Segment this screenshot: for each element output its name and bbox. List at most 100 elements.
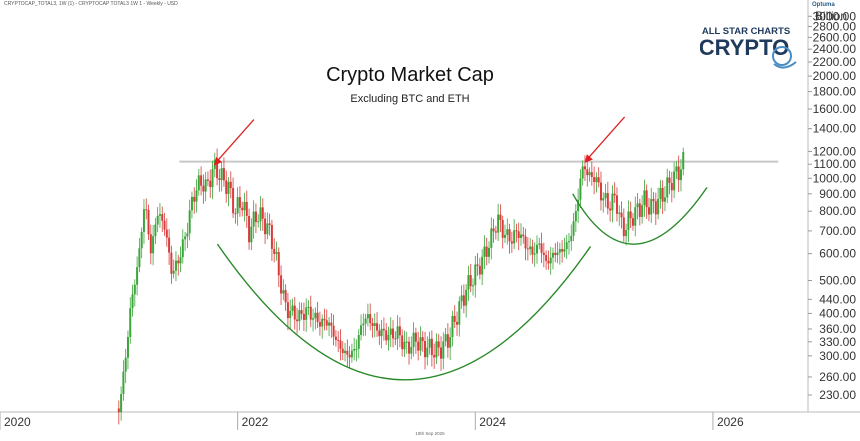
candle-body bbox=[412, 332, 415, 347]
candle-body bbox=[481, 256, 484, 275]
candle-body bbox=[567, 241, 570, 243]
candle-body bbox=[254, 211, 257, 222]
candle-body bbox=[401, 335, 404, 350]
candle-body bbox=[654, 201, 657, 215]
candle-body bbox=[469, 275, 472, 287]
candle-body bbox=[622, 217, 625, 237]
rounding-bottom-arc bbox=[216, 243, 592, 381]
candle-body bbox=[229, 181, 232, 189]
candle-body bbox=[609, 208, 612, 211]
candle-body bbox=[631, 218, 634, 226]
candle-body bbox=[355, 348, 358, 350]
candle-body bbox=[120, 393, 123, 413]
y-tick-label: 800.00 bbox=[819, 204, 856, 218]
candle-body bbox=[435, 341, 438, 358]
candle-body bbox=[577, 199, 580, 212]
candle-body bbox=[583, 166, 586, 170]
candle-body bbox=[433, 354, 436, 358]
y-tick-label: 1600.00 bbox=[813, 102, 857, 116]
candle-body bbox=[396, 326, 399, 339]
optuma-brand-mark: Optuma bbox=[812, 2, 835, 8]
candle-body bbox=[382, 328, 385, 331]
y-tick-label: 2400.00 bbox=[813, 42, 857, 56]
candle-body bbox=[410, 346, 413, 354]
candle-body bbox=[165, 229, 168, 238]
logo-line-1: ALL STAR CHARTS bbox=[702, 26, 790, 37]
candle-body bbox=[296, 319, 299, 322]
candle-body bbox=[193, 196, 196, 202]
candle-body bbox=[494, 231, 497, 233]
candle-body bbox=[485, 246, 488, 257]
candle-body bbox=[252, 211, 255, 227]
candle-body bbox=[629, 211, 632, 219]
candle-body bbox=[270, 224, 273, 249]
y-tick-label: 2800.00 bbox=[813, 19, 857, 33]
candle-body bbox=[257, 221, 260, 223]
x-tick-label: 2026 bbox=[717, 415, 744, 429]
candle-body bbox=[307, 306, 310, 308]
annotation-arrow-head bbox=[213, 156, 223, 166]
candle-body bbox=[545, 255, 548, 261]
candle-body bbox=[275, 252, 278, 254]
candle-body bbox=[149, 234, 152, 254]
candle-body bbox=[243, 201, 246, 211]
candle-body bbox=[403, 341, 406, 350]
candle-body bbox=[318, 321, 321, 327]
candle-body bbox=[593, 177, 596, 183]
candle-body bbox=[179, 257, 182, 264]
candle-body bbox=[517, 231, 520, 238]
candle-body bbox=[597, 177, 600, 183]
candle-body bbox=[337, 339, 340, 341]
candle-body bbox=[440, 347, 443, 359]
annotation-arrow-line bbox=[586, 116, 626, 161]
candle-body bbox=[677, 166, 680, 181]
candle-body bbox=[419, 337, 422, 351]
candle-body bbox=[158, 214, 161, 216]
candle-body bbox=[462, 295, 465, 306]
candle-body bbox=[188, 210, 191, 234]
candle-body bbox=[298, 310, 301, 322]
candle-body bbox=[168, 237, 171, 253]
y-tick-label: 2600.00 bbox=[813, 30, 857, 44]
y-tick-label: 1100.00 bbox=[814, 157, 857, 171]
candle-body bbox=[652, 198, 655, 202]
candle-body bbox=[362, 323, 365, 326]
candle-body bbox=[483, 246, 486, 257]
candle-body bbox=[581, 166, 584, 179]
candle-body bbox=[641, 205, 644, 217]
y-tick-label: 600.00 bbox=[819, 247, 856, 261]
candle-body bbox=[627, 211, 630, 230]
candle-body bbox=[309, 306, 312, 320]
candle-body bbox=[611, 193, 614, 211]
y-tick-label: 330.00 bbox=[819, 335, 856, 349]
candle-body bbox=[206, 179, 209, 181]
candle-body bbox=[236, 197, 239, 214]
candle-body bbox=[197, 175, 200, 191]
candle-body bbox=[170, 252, 173, 274]
candle-body bbox=[138, 248, 141, 268]
candle-body bbox=[145, 209, 148, 211]
y-tick-label: 900.00 bbox=[819, 187, 856, 201]
candle-body bbox=[325, 320, 328, 326]
candle-body bbox=[156, 215, 159, 225]
candle-body bbox=[645, 190, 648, 208]
candle-body bbox=[389, 328, 392, 335]
candle-body bbox=[385, 330, 388, 341]
candle-body bbox=[131, 294, 134, 309]
candle-body bbox=[346, 350, 349, 355]
candle-body bbox=[360, 325, 363, 335]
candle-body bbox=[529, 246, 532, 250]
candle-body bbox=[428, 338, 431, 348]
candle-body bbox=[225, 180, 228, 194]
all-star-charts-crypto-logo: ALL STAR CHARTS CRYPTO bbox=[700, 26, 797, 69]
candle-body bbox=[316, 312, 319, 322]
candle-body bbox=[460, 295, 463, 302]
candle-body bbox=[245, 201, 248, 216]
candle-body bbox=[526, 248, 529, 250]
candle-body bbox=[588, 172, 591, 176]
candle-body bbox=[538, 243, 541, 245]
candle-body bbox=[444, 334, 447, 342]
candle-body bbox=[524, 236, 527, 249]
candle-body bbox=[152, 236, 155, 254]
